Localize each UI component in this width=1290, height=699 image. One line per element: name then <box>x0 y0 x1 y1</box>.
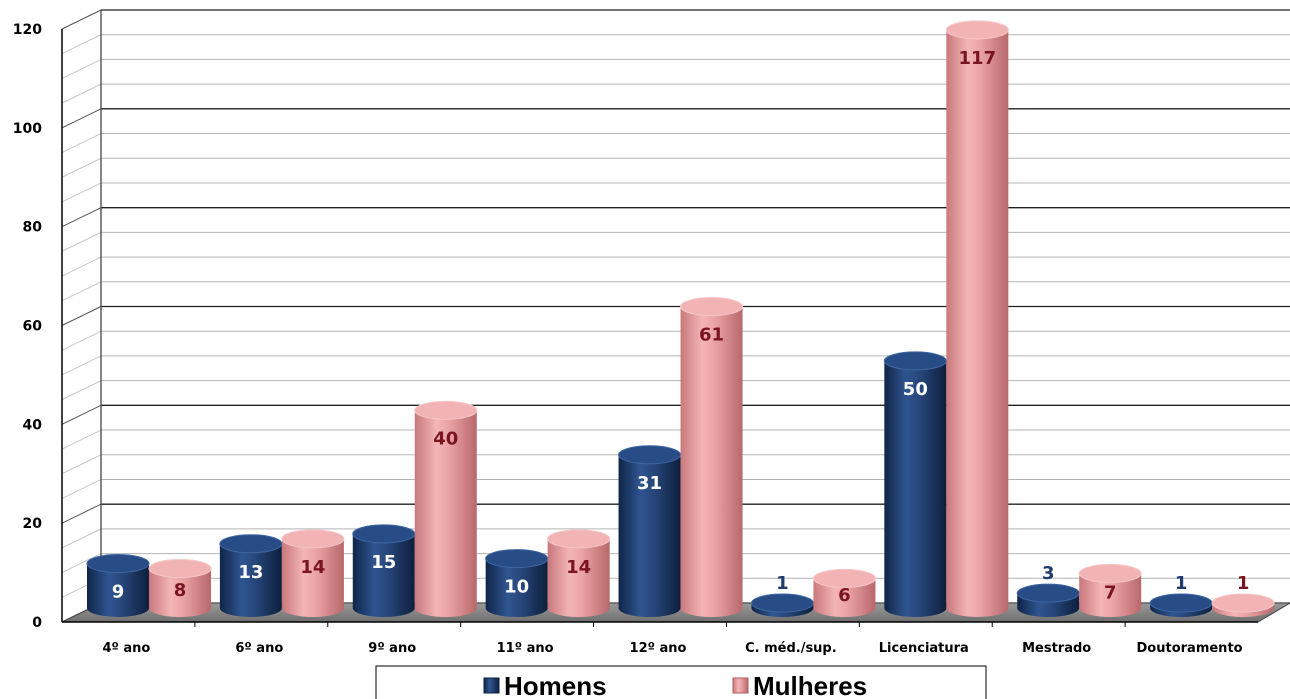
side-wall-gridline <box>61 9 102 30</box>
side-wall-gridline <box>61 454 102 475</box>
data-label-mulheres: 14 <box>300 557 325 578</box>
side-wall-gridline <box>61 34 102 55</box>
data-label-mulheres: 61 <box>699 325 724 346</box>
side-wall-gridline <box>61 528 102 549</box>
bar-mulheres-3 <box>547 529 611 617</box>
bar-mulheres-7 <box>1078 563 1142 617</box>
y-axis: 0 20 40 60 80 100 120 <box>13 22 42 631</box>
bar-homens-4 <box>618 445 682 617</box>
legend: Homens Mulheres <box>375 665 987 699</box>
bar-mulheres-2 <box>414 400 478 617</box>
bar-mulheres-6 <box>945 20 1009 617</box>
x-tick-label: C. méd./sup. <box>745 641 837 656</box>
side-wall-gridline <box>61 83 102 104</box>
bar-homens-7 <box>1016 583 1080 617</box>
bar-homens-5 <box>750 593 814 617</box>
x-axis: 4º ano 6º ano 9º ano 11º ano 12º ano C. méd./… <box>103 622 1243 656</box>
side-wall-gridline <box>61 503 102 524</box>
y-tick-label: 0 <box>32 615 42 631</box>
side-wall-gridline <box>61 256 102 277</box>
side-wall-gridline <box>61 330 102 351</box>
legend-label-homens: Homens <box>504 671 607 699</box>
data-label-mulheres: 6 <box>838 585 851 606</box>
side-wall-gridline <box>61 58 102 79</box>
y-tick-label: 120 <box>13 22 42 38</box>
x-tick-label: 9º ano <box>368 641 416 656</box>
data-label-homens: 13 <box>238 562 263 583</box>
data-label-homens: 3 <box>1042 563 1055 584</box>
x-tick-label: 11º ano <box>497 641 554 656</box>
data-label-mulheres: 40 <box>433 428 458 449</box>
data-label-homens: 1 <box>1175 573 1188 594</box>
bar-mulheres-4 <box>680 297 744 617</box>
data-label-mulheres: 117 <box>959 48 997 69</box>
side-wall-gridline <box>61 133 102 153</box>
bar-mulheres-8 <box>1211 593 1275 617</box>
data-label-homens: 15 <box>371 552 396 573</box>
side-wall-gridline <box>61 108 102 129</box>
side-wall-gridline <box>61 157 102 178</box>
side-wall-gridline <box>61 231 102 252</box>
side-wall-gridline <box>61 306 102 326</box>
bar-mulheres-5 <box>812 568 876 617</box>
x-tick-label: 12º ano <box>630 641 687 656</box>
side-wall-gridline <box>61 380 102 401</box>
bar-homens-3 <box>485 549 549 617</box>
side-wall-gridline <box>61 553 102 574</box>
legend-swatch-homens <box>483 677 500 694</box>
data-label-homens: 1 <box>776 573 789 594</box>
data-label-mulheres: 1 <box>1237 573 1250 594</box>
legend-swatch-mulheres <box>732 677 749 694</box>
data-label-homens: 10 <box>504 577 529 598</box>
bar-mulheres-0 <box>148 558 212 617</box>
side-wall-gridline <box>61 182 102 203</box>
y-tick-label: 80 <box>23 220 43 236</box>
data-label-mulheres: 8 <box>174 580 187 601</box>
side-wall-gridline <box>61 479 102 499</box>
x-tick-label: 6º ano <box>235 641 283 656</box>
bars-layer <box>86 20 1275 617</box>
y-tick-label: 60 <box>23 319 43 335</box>
side-wall-gridline <box>61 207 102 228</box>
legend-label-mulheres: Mulheres <box>753 671 867 699</box>
data-label-mulheres: 14 <box>566 557 591 578</box>
bar-homens-2 <box>352 524 416 617</box>
data-label-homens: 9 <box>112 582 125 603</box>
x-tick-label: Licenciatura <box>879 641 969 656</box>
data-label-homens: 50 <box>903 379 928 400</box>
x-tick-label: 4º ano <box>103 641 151 656</box>
side-wall-gridline <box>61 281 102 302</box>
bar-mulheres-1 <box>281 529 345 617</box>
side-wall-gridline <box>61 404 102 425</box>
bar-homens-1 <box>219 534 283 617</box>
bar-homens-6 <box>883 351 947 617</box>
y-tick-label: 40 <box>23 417 43 433</box>
data-label-homens: 31 <box>637 473 662 494</box>
y-tick-label: 100 <box>13 121 42 137</box>
bar-homens-0 <box>86 554 150 617</box>
x-tick-label: Doutoramento <box>1137 641 1243 656</box>
y-tick-label: 20 <box>23 516 43 532</box>
data-label-mulheres: 7 <box>1104 583 1117 604</box>
bar-homens-8 <box>1149 593 1213 617</box>
legend-box <box>375 665 987 699</box>
side-wall-gridline <box>61 355 102 376</box>
side-wall-gridline <box>61 429 102 450</box>
x-tick-label: Mestrado <box>1022 641 1091 656</box>
